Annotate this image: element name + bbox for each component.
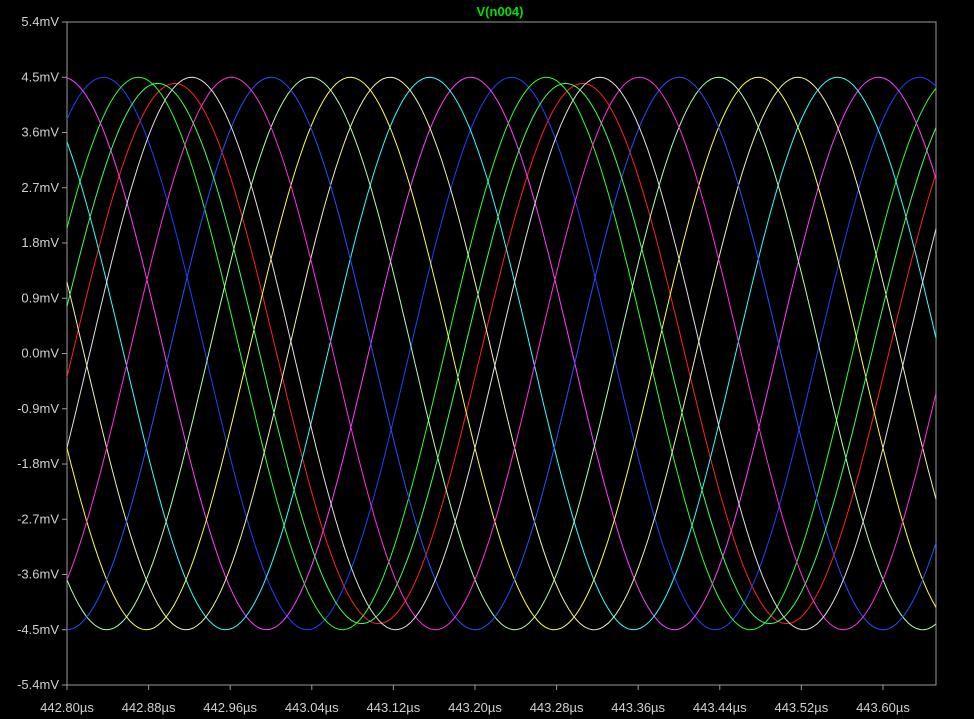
x-tick-label: 443.20µs (448, 700, 502, 715)
x-tick-label: 443.12µs (367, 700, 421, 715)
traces-group (66, 76, 937, 631)
y-tick-label: -3.6mV (17, 567, 59, 582)
trace-2[interactable] (66, 76, 937, 631)
x-tick-label: 442.88µs (122, 700, 176, 715)
x-tick-label: 443.36µs (611, 700, 665, 715)
y-tick-label: 0.9mV (21, 290, 59, 305)
x-tick-label: 442.80µs (40, 700, 94, 715)
x-tick-label: 443.44µs (693, 700, 747, 715)
y-tick-label: 3.6mV (21, 125, 59, 140)
y-tick-label: 0.0mV (21, 346, 59, 361)
x-axis: 442.80µs 442.88µs 442.96µs 443.04µs 443.12µs… (40, 685, 910, 715)
y-tick-label: -4.5mV (17, 622, 59, 637)
trace-12[interactable] (66, 82, 937, 625)
y-axis: 5.4mV 4.5mV 3.6mV 2.7mV 1.8mV 0.9mV 0.0mV -0.9m… (17, 14, 67, 692)
x-tick-label: 443.04µs (285, 700, 339, 715)
plot-area-frame (66, 21, 937, 686)
y-tick-label: -0.9mV (17, 401, 59, 416)
y-tick-label: 5.4mV (21, 14, 59, 29)
trace-5[interactable] (66, 76, 937, 631)
trace-9[interactable] (66, 76, 937, 631)
x-tick-label: 443.28µs (530, 700, 584, 715)
x-tick-label: 443.60µs (856, 700, 910, 715)
y-tick-label: 4.5mV (21, 69, 59, 84)
trace-6[interactable] (66, 76, 937, 631)
trace-1[interactable] (66, 82, 937, 625)
x-tick-label: 443.52µs (774, 700, 828, 715)
x-tick-label: 442.96µs (203, 700, 257, 715)
y-tick-label: 1.8mV (21, 235, 59, 250)
y-tick-label: 2.7mV (21, 180, 59, 195)
y-tick-label: -5.4mV (17, 677, 59, 692)
y-tick-label: -1.8mV (17, 456, 59, 471)
trace-4[interactable] (66, 76, 937, 631)
trace-8[interactable] (66, 76, 937, 631)
plot-title: V(n004) (477, 4, 524, 19)
trace-11[interactable] (66, 76, 937, 631)
trace-7[interactable] (66, 76, 937, 631)
trace-3[interactable] (66, 76, 937, 631)
trace-10[interactable] (66, 76, 937, 631)
y-tick-label: -2.7mV (17, 511, 59, 526)
